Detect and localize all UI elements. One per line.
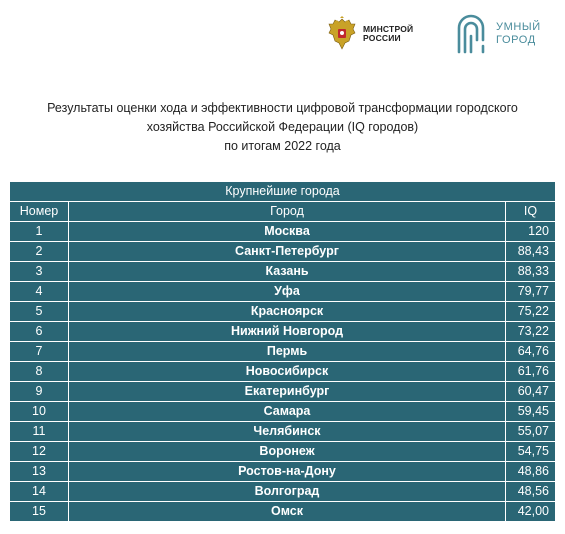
city-name-cell: Воронеж xyxy=(68,441,506,462)
city-name-cell: Самара xyxy=(68,401,506,422)
column-header-city: Город xyxy=(68,201,506,222)
row-number-cell: 5 xyxy=(9,301,69,322)
coat-of-arms-icon xyxy=(328,16,356,50)
row-number-cell: 8 xyxy=(9,361,69,382)
table-header-row: Номер Город IQ xyxy=(9,201,556,222)
ministry-name-line1: МИНСТРОЙ xyxy=(363,24,414,34)
row-number-cell: 6 xyxy=(9,321,69,342)
smart-city-name-line1: УМНЫЙ xyxy=(496,21,541,33)
row-number-cell: 10 xyxy=(9,401,69,422)
table-row: 3 Казань 88,33 xyxy=(9,261,556,282)
table-row: 12 Воронеж 54,75 xyxy=(9,441,556,462)
table-row: 13 Ростов-на-Дону 48,86 xyxy=(9,461,556,482)
iq-score-cell: 88,33 xyxy=(505,261,556,282)
city-name-cell: Волгоград xyxy=(68,481,506,502)
table-row: 4 Уфа 79,77 xyxy=(9,281,556,302)
table-row: 7 Пермь 64,76 xyxy=(9,341,556,362)
city-name-cell: Пермь xyxy=(68,341,506,362)
row-number-cell: 2 xyxy=(9,241,69,262)
ministry-logo: МИНСТРОЙ РОССИИ xyxy=(327,14,437,54)
smart-city-logo: УМНЫЙ ГОРОД xyxy=(454,12,554,56)
city-name-cell: Новосибирск xyxy=(68,361,506,382)
report-title-line2: хозяйства Российской Федерации (IQ город… xyxy=(146,120,419,134)
table-row: 8 Новосибирск 61,76 xyxy=(9,361,556,382)
table-row: 5 Красноярск 75,22 xyxy=(9,301,556,322)
iq-score-cell: 61,76 xyxy=(505,361,556,382)
iq-score-cell: 48,56 xyxy=(505,481,556,502)
iq-score-cell: 60,47 xyxy=(505,381,556,402)
report-title-line1: Результаты оценки хода и эффективности ц… xyxy=(47,101,518,115)
iq-score-cell: 79,77 xyxy=(505,281,556,302)
city-name-cell: Екатеринбург xyxy=(68,381,506,402)
row-number-cell: 4 xyxy=(9,281,69,302)
table-row: 6 Нижний Новгород 73,22 xyxy=(9,321,556,342)
row-number-cell: 12 xyxy=(9,441,69,462)
smart-city-name-line2: ГОРОД xyxy=(496,34,536,46)
iq-score-cell: 75,22 xyxy=(505,301,556,322)
iq-score-cell: 120 xyxy=(505,221,556,242)
row-number-cell: 14 xyxy=(9,481,69,502)
city-name-cell: Омск xyxy=(68,501,506,522)
table-row: 9 Екатеринбург 60,47 xyxy=(9,381,556,402)
iq-score-cell: 88,43 xyxy=(505,241,556,262)
table-row: 1 Москва 120 xyxy=(9,221,556,242)
iq-score-cell: 64,76 xyxy=(505,341,556,362)
row-number-cell: 1 xyxy=(9,221,69,242)
table-row: 10 Самара 59,45 xyxy=(9,401,556,422)
city-name-cell: Красноярск xyxy=(68,301,506,322)
city-name-cell: Санкт-Петербург xyxy=(68,241,506,262)
report-title-line3: по итогам 2022 года xyxy=(224,139,341,153)
smart-city-mark-icon xyxy=(457,14,485,54)
iq-score-cell: 42,00 xyxy=(505,501,556,522)
table-row: 11 Челябинск 55,07 xyxy=(9,421,556,442)
ranking-table: Крупнейшие города Номер Город IQ 1 Москва… xyxy=(9,181,556,522)
column-header-iq: IQ xyxy=(505,201,556,222)
city-name-cell: Ростов-на-Дону xyxy=(68,461,506,482)
row-number-cell: 15 xyxy=(9,501,69,522)
row-number-cell: 9 xyxy=(9,381,69,402)
row-number-cell: 13 xyxy=(9,461,69,482)
ministry-name-line2: РОССИИ xyxy=(363,33,401,43)
city-name-cell: Уфа xyxy=(68,281,506,302)
row-number-cell: 3 xyxy=(9,261,69,282)
city-name-cell: Челябинск xyxy=(68,421,506,442)
city-name-cell: Казань xyxy=(68,261,506,282)
iq-score-cell: 48,86 xyxy=(505,461,556,482)
table-body: 1 Москва 120 2 Санкт-Петербург 88,43 3 Казань 88… xyxy=(9,221,556,522)
city-name-cell: Нижний Новгород xyxy=(68,321,506,342)
smart-city-name: УМНЫЙ ГОРОД xyxy=(496,21,541,47)
iq-score-cell: 54,75 xyxy=(505,441,556,462)
iq-score-cell: 73,22 xyxy=(505,321,556,342)
table-row: 14 Волгоград 48,56 xyxy=(9,481,556,502)
table-row: 2 Санкт-Петербург 88,43 xyxy=(9,241,556,262)
table-section-title: Крупнейшие города xyxy=(9,181,556,202)
row-number-cell: 11 xyxy=(9,421,69,442)
city-name-cell: Москва xyxy=(68,221,506,242)
table-row: 15 Омск 42,00 xyxy=(9,501,556,522)
ministry-name: МИНСТРОЙ РОССИИ xyxy=(363,25,413,43)
iq-score-cell: 59,45 xyxy=(505,401,556,422)
row-number-cell: 7 xyxy=(9,341,69,362)
report-title: Результаты оценки хода и эффективности ц… xyxy=(0,99,565,156)
iq-score-cell: 55,07 xyxy=(505,421,556,442)
table-section-row: Крупнейшие города xyxy=(9,181,556,202)
column-header-number: Номер xyxy=(9,201,69,222)
